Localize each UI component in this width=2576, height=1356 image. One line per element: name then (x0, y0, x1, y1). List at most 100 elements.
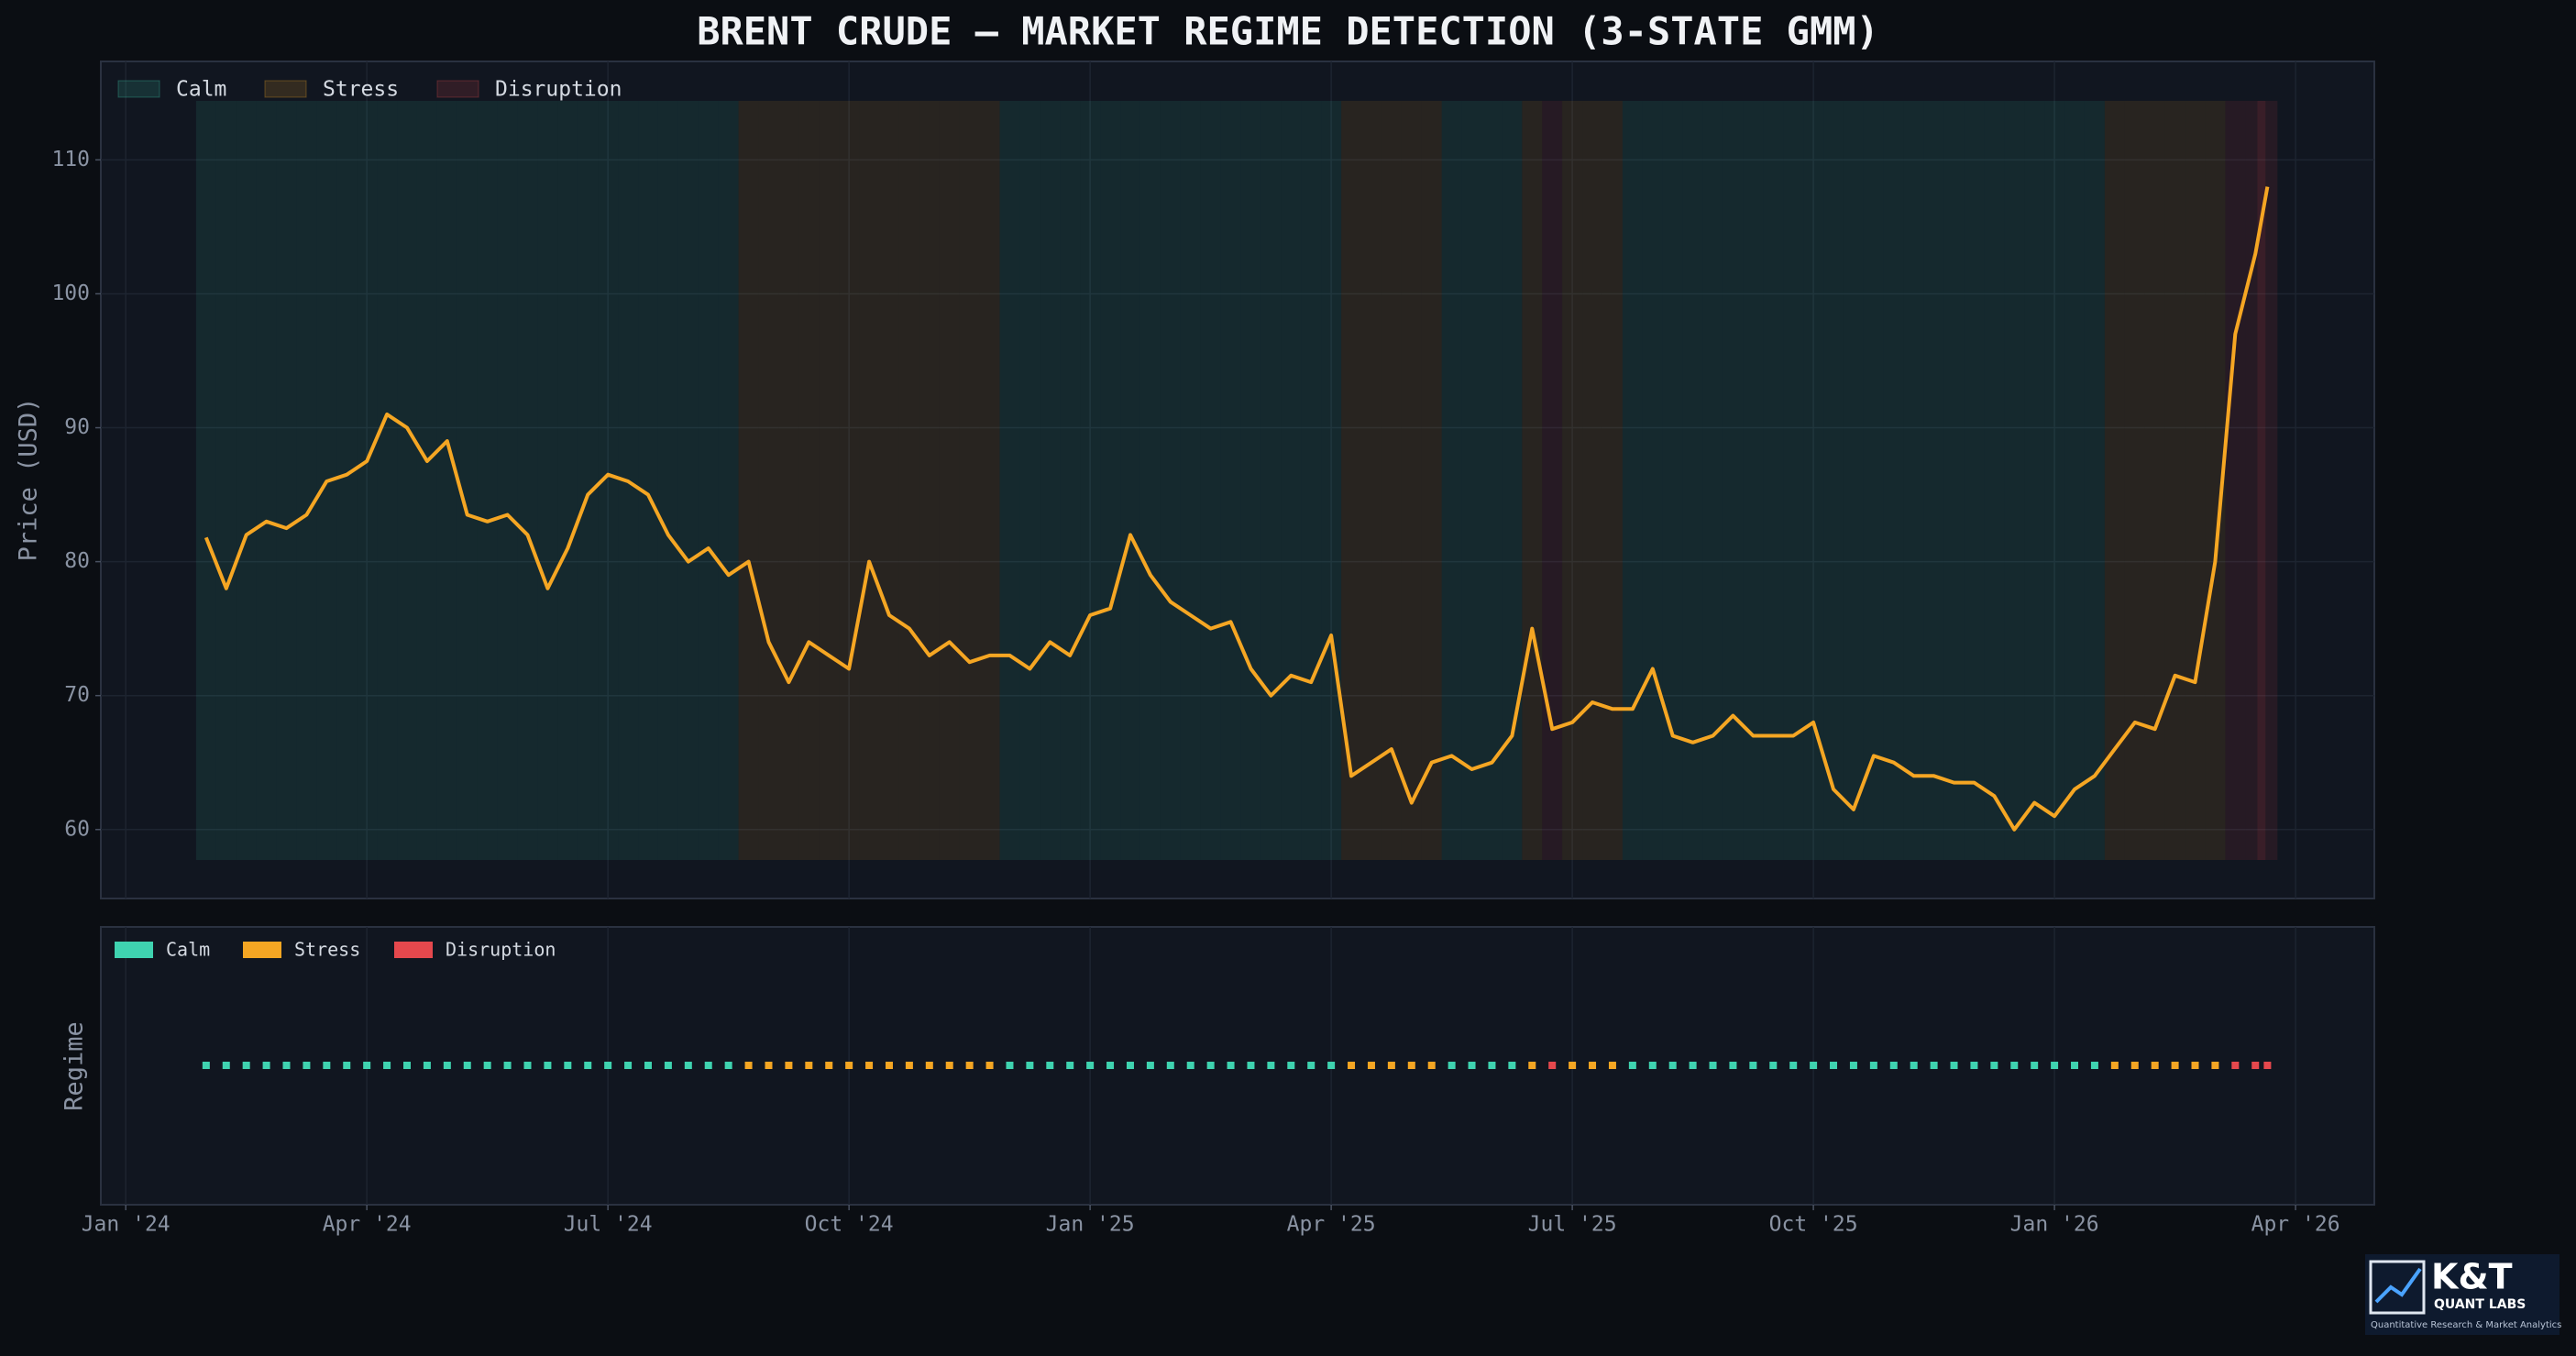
regime-band (879, 101, 899, 860)
regime-marker (1287, 1062, 1295, 1069)
regime-marker (1830, 1062, 1838, 1069)
regime-band (677, 101, 699, 860)
regime-marker (383, 1062, 391, 1069)
logo-subtitle: QUANT LABS (2434, 1297, 2526, 1312)
regime-band (1341, 101, 1362, 860)
regime-band (256, 101, 277, 860)
y-axis-label: Price (USD) (15, 398, 43, 562)
regime-marker (1769, 1062, 1778, 1069)
regime-marker (2211, 1062, 2219, 1069)
regime-band (1562, 101, 1583, 860)
regime-band (1381, 101, 1402, 860)
x-tick-label: Apr '25 (1287, 1213, 1376, 1237)
logo-tagline: Quantitative Research & Market Analytics (2371, 1320, 2561, 1330)
regime-band (2205, 101, 2226, 860)
regime-band (2024, 101, 2045, 860)
regime-marker (1548, 1062, 1557, 1069)
regime-marker (483, 1062, 491, 1069)
regime-band (1080, 101, 1101, 860)
regime-band (578, 101, 599, 860)
regime-marker (1889, 1062, 1898, 1069)
regime-band (416, 101, 437, 860)
regime-band (1481, 101, 1503, 860)
legend-swatch (264, 80, 307, 98)
regime-band (397, 101, 417, 860)
regime-marker (2251, 1062, 2260, 1069)
regime-marker (945, 1062, 953, 1069)
regime-marker (845, 1062, 853, 1069)
regime-band (1200, 101, 1221, 860)
regime-marker (1186, 1062, 1194, 1069)
regime-marker (282, 1062, 291, 1069)
legend-label: Stress (323, 78, 399, 102)
regime-marker (905, 1062, 913, 1069)
regime-band (1301, 101, 1322, 860)
regime-marker (463, 1062, 471, 1069)
regime-marker (1729, 1062, 1737, 1069)
regime-marker (704, 1062, 712, 1069)
regime-band (1421, 101, 1442, 860)
regime-band (919, 101, 940, 860)
legend-label: Disruption (446, 939, 556, 961)
regime-marker (664, 1062, 672, 1069)
regime-band (1743, 101, 1764, 860)
regime-band (1040, 101, 1061, 860)
regime-marker (684, 1062, 692, 1069)
regime-band (296, 101, 317, 860)
regime-marker (1247, 1062, 1255, 1069)
regime-band (1763, 101, 1784, 860)
regime-band (2245, 101, 2266, 860)
regime-marker (544, 1062, 552, 1069)
legend-swatch (115, 942, 153, 958)
regime-marker (765, 1062, 773, 1069)
regime-band (598, 101, 619, 860)
chart-title: BRENT CRUDE — MARKET REGIME DETECTION (3… (697, 9, 1879, 54)
regime-marker (1528, 1062, 1536, 1069)
regime-marker (1307, 1062, 1316, 1069)
regime-band (657, 101, 678, 860)
regime-marker (1648, 1062, 1657, 1069)
regime-band (1642, 101, 1663, 860)
regime-marker (363, 1062, 371, 1069)
regime-marker (1348, 1062, 1356, 1069)
regime-band (1019, 101, 1040, 860)
regime-band (1441, 101, 1462, 860)
regime-band (477, 101, 498, 860)
regime-marker (423, 1062, 431, 1069)
legend-swatch (436, 80, 479, 98)
x-tick-label: Apr '24 (323, 1213, 412, 1237)
regime-marker (1668, 1062, 1677, 1069)
regime-marker (885, 1062, 893, 1069)
price-panel (100, 61, 2375, 899)
x-tick-label: Jan '24 (82, 1213, 171, 1237)
regime-band (1361, 101, 1382, 860)
regime-band (2064, 101, 2085, 860)
logo-icon (2369, 1260, 2426, 1315)
regime-band (1923, 101, 1944, 860)
regime-marker (1488, 1062, 1496, 1069)
x-tick-label: Jul '24 (564, 1213, 653, 1237)
plot-layer: Jan '24 Apr '24 Jul '24 Oct '24 Jan '25 Apr '… (51, 61, 2374, 1237)
regime-band (1803, 101, 1824, 860)
regime-marker (805, 1062, 813, 1069)
x-tick-label: Oct '25 (1769, 1213, 1858, 1237)
regime-marker (2010, 1062, 2019, 1069)
regime-band (2225, 101, 2246, 860)
regime-axis-label: Regime (61, 1021, 89, 1111)
regime-marker (1006, 1062, 1014, 1069)
regime-band (718, 101, 739, 860)
regime-band (236, 101, 257, 860)
regime-marker (584, 1062, 592, 1069)
regime-marker (965, 1062, 974, 1069)
regime-band (1943, 101, 1965, 860)
regime-band (798, 101, 820, 860)
regime-marker (1066, 1062, 1074, 1069)
regime-marker (1267, 1062, 1275, 1069)
regime-band (1321, 101, 1342, 860)
regime-band (377, 101, 398, 860)
regime-marker (1427, 1062, 1436, 1069)
regime-band (1662, 101, 1683, 860)
regime-band (336, 101, 358, 860)
regime-marker (2110, 1062, 2119, 1069)
regime-band (1502, 101, 1523, 860)
